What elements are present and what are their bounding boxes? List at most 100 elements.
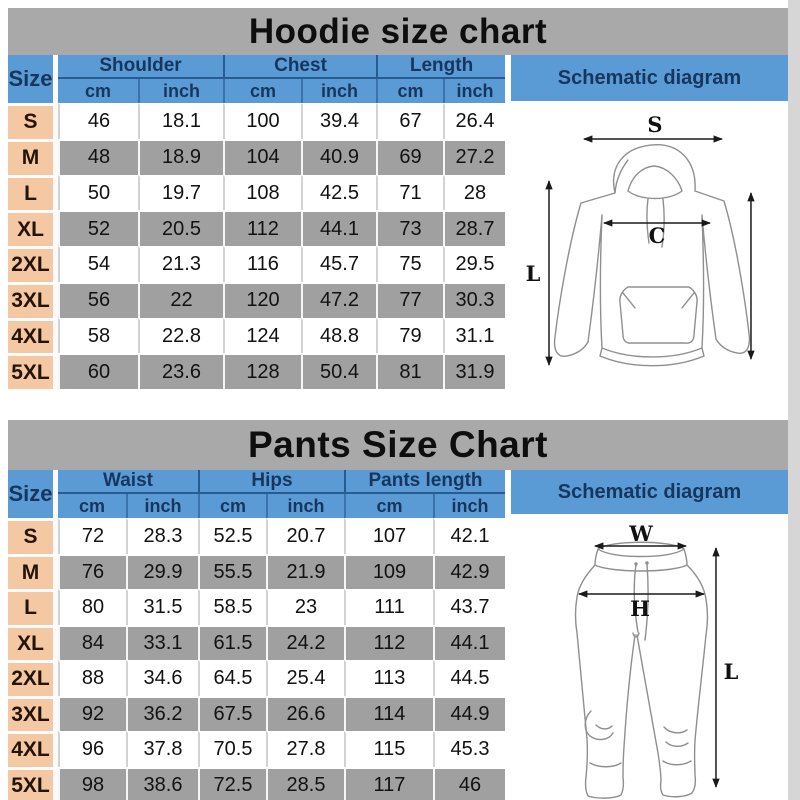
value-cell: 27.2 — [443, 138, 506, 175]
value-cell: 42.1 — [433, 518, 506, 554]
value-cell: 117 — [344, 766, 433, 800]
table-row: S 72 28.3 52.5 20.7 107 42.1 — [8, 518, 506, 554]
unit-cm-header: cm — [198, 494, 266, 518]
value-cell: 107 — [344, 518, 433, 554]
size-cell: XL — [8, 210, 58, 246]
value-cell: 88 — [58, 660, 126, 696]
table-row: L 80 31.5 58.5 23 111 43.7 — [8, 589, 506, 625]
value-cell: 26.4 — [443, 103, 506, 139]
page-edge — [788, 0, 800, 800]
value-cell: 29.5 — [443, 246, 506, 282]
size-cell: 4XL — [8, 731, 58, 767]
value-cell: 21.9 — [266, 553, 344, 589]
hips-group-header: Hips — [198, 470, 344, 494]
value-cell: 31.5 — [126, 589, 198, 625]
value-cell: 23 — [266, 589, 344, 625]
value-cell: 96 — [58, 731, 126, 767]
value-cell: 26.6 — [266, 695, 344, 731]
value-cell: 40.9 — [301, 138, 377, 175]
unit-inch-header: inch — [138, 79, 223, 103]
drawstring-dot — [634, 562, 638, 566]
size-cell: 3XL — [8, 281, 58, 318]
shoulder-group-header: Shoulder — [58, 55, 223, 79]
value-cell: 44.1 — [301, 210, 377, 246]
hoodie-body: Size Shoulder Chest Length cm inch cm in… — [8, 55, 788, 389]
value-cell: 77 — [376, 281, 444, 318]
unit-cm-header: cm — [223, 79, 301, 103]
size-cell: XL — [8, 624, 58, 660]
unit-inch-header: inch — [126, 494, 198, 518]
value-cell: 112 — [344, 624, 433, 660]
value-cell: 48 — [58, 138, 138, 175]
hoodie-sketch — [553, 144, 751, 367]
value-cell: 58.5 — [198, 589, 266, 625]
hoodie-schematic: Schematic diagram — [511, 55, 788, 389]
value-cell: 112 — [223, 210, 301, 246]
value-cell: 113 — [344, 660, 433, 696]
value-cell: 44.5 — [433, 660, 506, 696]
value-cell: 70.5 — [198, 731, 266, 767]
size-cell: 5XL — [8, 766, 58, 800]
value-cell: 28.5 — [266, 766, 344, 800]
waist-label: W — [628, 521, 653, 546]
hoodie-table-body: S 46 18.1 100 39.4 67 26.4 M 48 18.9 104 40.9 69 27.2… — [8, 103, 506, 389]
hips-label: H — [630, 596, 650, 621]
pants-schematic-title: Schematic diagram — [557, 480, 742, 503]
table-row: 3XL 56 22 120 47.2 77 30.3 — [8, 281, 506, 318]
value-cell: 39.4 — [301, 103, 377, 139]
value-cell: 67 — [376, 103, 444, 139]
unit-inch-header: inch — [433, 494, 506, 518]
value-cell: 98 — [58, 766, 126, 800]
length-group-header: Length — [376, 55, 506, 79]
table-row: S 46 18.1 100 39.4 67 26.4 — [8, 103, 506, 139]
value-cell: 21.3 — [138, 246, 223, 282]
size-cell: S — [8, 518, 58, 554]
table-row: XL 84 33.1 61.5 24.2 112 44.1 — [8, 624, 506, 660]
table-unit-row: cm inch cm inch cm inch — [8, 79, 506, 103]
value-cell: 72.5 — [198, 766, 266, 800]
value-cell: 73 — [376, 210, 444, 246]
pants-diagram: W H L — [511, 514, 788, 800]
size-cell: 2XL — [8, 660, 58, 696]
table-row: 4XL 58 22.8 124 48.8 79 31.1 — [8, 317, 506, 354]
table-row: 2XL 54 21.3 116 45.7 75 29.5 — [8, 246, 506, 282]
value-cell: 76 — [58, 553, 126, 589]
table-row: XL 52 20.5 112 44.1 73 28.7 — [8, 210, 506, 246]
value-cell: 42.5 — [301, 174, 377, 211]
table-header-row: Size Shoulder Chest Length — [8, 55, 506, 103]
value-cell: 28 — [443, 174, 506, 211]
value-cell: 80 — [58, 589, 126, 625]
hoodie-outline-path — [553, 144, 751, 367]
value-cell: 31.9 — [443, 353, 506, 389]
size-cell: L — [8, 589, 58, 625]
table-unit-row: cm inch cm inch cm inch — [8, 494, 506, 518]
size-cell: 3XL — [8, 695, 58, 731]
value-cell: 20.5 — [138, 210, 223, 246]
value-cell: 79 — [376, 317, 444, 354]
size-cell: M — [8, 553, 58, 589]
hoodie-title-bar: Hoodie size chart — [8, 8, 788, 55]
value-cell: 64.5 — [198, 660, 266, 696]
chest-group-header: Chest — [223, 55, 377, 79]
table-row: M 76 29.9 55.5 21.9 109 42.9 — [8, 553, 506, 589]
value-cell: 37.8 — [126, 731, 198, 767]
value-cell: 92 — [58, 695, 126, 731]
value-cell: 108 — [223, 174, 301, 211]
value-cell: 28.3 — [126, 518, 198, 554]
hoodie-dimensions: S C L — [526, 112, 755, 367]
value-cell: 46 — [433, 766, 506, 800]
value-cell: 58 — [58, 317, 138, 354]
value-cell: 128 — [223, 353, 301, 389]
value-cell: 67.5 — [198, 695, 266, 731]
unit-inch-header: inch — [266, 494, 344, 518]
value-cell: 19.7 — [138, 174, 223, 211]
value-cell: 27.8 — [266, 731, 344, 767]
value-cell: 71 — [376, 174, 444, 211]
value-cell: 81 — [376, 353, 444, 389]
value-cell: 115 — [344, 731, 433, 767]
value-cell: 18.9 — [138, 138, 223, 175]
unit-cm-header: cm — [376, 79, 444, 103]
value-cell: 30.3 — [443, 281, 506, 318]
value-cell: 23.6 — [138, 353, 223, 389]
